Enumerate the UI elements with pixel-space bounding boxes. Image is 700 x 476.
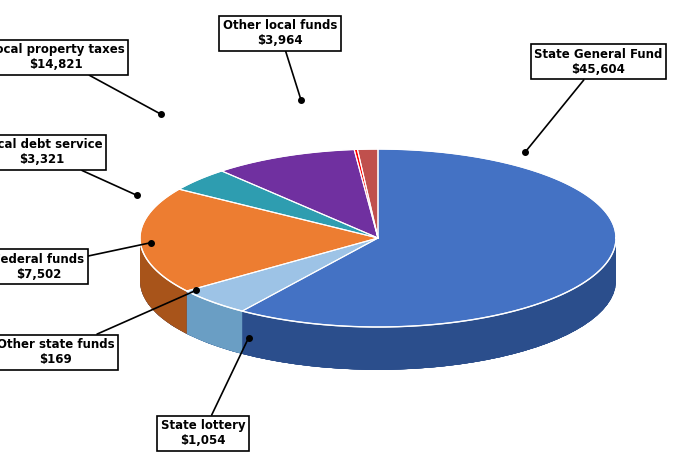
Polygon shape — [354, 149, 378, 238]
Text: Other state funds
$169: Other state funds $169 — [0, 290, 196, 366]
Polygon shape — [140, 238, 187, 334]
Text: State lottery
$1,054: State lottery $1,054 — [161, 338, 248, 447]
Polygon shape — [187, 291, 242, 354]
Polygon shape — [358, 149, 378, 238]
Text: Other local funds
$3,964: Other local funds $3,964 — [223, 20, 337, 100]
Polygon shape — [187, 291, 242, 354]
Polygon shape — [179, 171, 378, 238]
Polygon shape — [140, 189, 378, 291]
Polygon shape — [140, 239, 615, 370]
Polygon shape — [222, 149, 378, 238]
Ellipse shape — [140, 192, 616, 370]
Text: Local debt service
$3,321: Local debt service $3,321 — [0, 139, 136, 195]
Text: Federal funds
$7,502: Federal funds $7,502 — [0, 243, 150, 280]
Polygon shape — [242, 240, 616, 370]
Polygon shape — [140, 239, 615, 370]
Polygon shape — [140, 238, 187, 334]
Polygon shape — [242, 240, 616, 370]
Text: State General Fund
$45,604: State General Fund $45,604 — [525, 48, 663, 152]
Polygon shape — [242, 149, 616, 327]
Polygon shape — [187, 238, 378, 311]
Text: Local property taxes
$14,821: Local property taxes $14,821 — [0, 43, 161, 114]
